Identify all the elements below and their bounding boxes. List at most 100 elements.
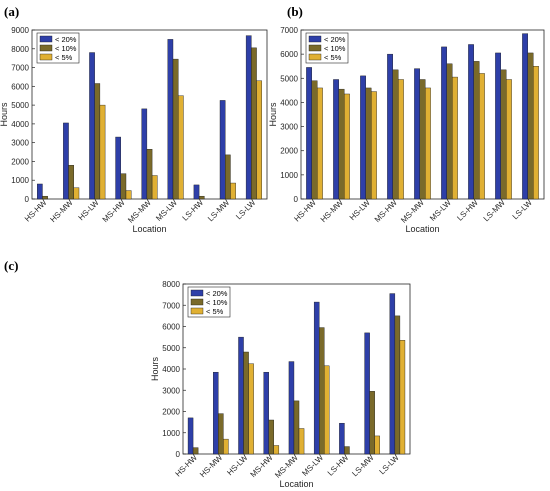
y-tick-label: 7000 [280,26,298,35]
bar-LS-LW-series3 [256,80,262,200]
bar-LS-HW-series3 [479,73,485,200]
bar-MS-HW-series1 [387,53,393,200]
legend-label: < 10% [206,298,228,307]
x-tick-label: MS-HW [373,198,399,224]
bar-HS-LW-series1 [89,52,95,200]
legend-swatch [39,53,53,61]
y-tick-label: 9000 [11,26,29,35]
panel-label: (a) [4,4,19,19]
bar-LS-MW-series3 [374,435,380,455]
bar-HS-MW-series1 [333,79,339,200]
x-tick-label: MS-MW [399,198,426,225]
y-tick-label: 2000 [11,157,29,166]
y-tick-label: 3000 [11,139,29,148]
bar-HS-LW-series1 [238,336,244,455]
bar-MS-LW-series1 [441,46,447,200]
bar-HS-LW-series3 [371,91,377,200]
x-tick-label: MS-HW [249,453,275,479]
legend-swatch [39,35,53,43]
x-tick-label: HS-LW [348,198,372,222]
x-tick-label: HS-MW [319,198,345,224]
bar-LS-LW-series2 [527,52,534,200]
bar-LS-MW-series1 [364,332,370,455]
y-tick-label: 0 [294,195,299,204]
bar-LS-MW-series1 [219,100,226,200]
bar-LS-LW-series3 [399,340,406,455]
bar-LS-MW-series3 [230,182,236,200]
x-tick-label: MS-HW [101,198,127,224]
chart-panel-3: (c)010002000300040005000600070008000HS-H… [4,258,411,489]
bar-MS-HW-series2 [392,69,399,200]
legend-label: < 20% [206,289,228,298]
bar-HS-HW-series1 [187,417,194,455]
x-tick-label: LS-LW [378,453,402,477]
bar-MS-LW-series1 [167,39,174,200]
x-axis-label: Location [132,224,166,234]
bar-MS-LW-series2 [319,327,325,455]
bar-LS-HW-series2 [344,446,350,455]
bar-HS-HW-series2 [192,447,199,455]
x-tick-label: HS-LW [225,453,249,477]
y-tick-label: 1000 [11,176,29,185]
legend-swatch [190,298,204,306]
x-tick-label: LS-MW [206,198,232,224]
bar-MS-MW-series1 [141,108,148,200]
bar-LS-MW-series2 [500,69,507,200]
x-tick-label: LS-HW [181,198,206,223]
x-tick-label: HS-MW [48,198,74,224]
y-tick-label: 1000 [280,171,298,180]
bar-MS-MW-series1 [288,361,295,455]
bar-MS-HW-series2 [120,173,127,200]
y-tick-label: 2000 [162,408,180,417]
y-tick-label: 3000 [162,386,180,395]
y-tick-label: 3000 [280,123,298,132]
y-tick-label: 0 [176,450,181,459]
bar-HS-MW-series3 [344,93,350,200]
bar-LS-LW-series1 [522,33,529,200]
bar-MS-MW-series1 [414,68,420,200]
legend-label: < 5% [324,53,342,62]
legend-label: < 20% [55,35,77,44]
bar-HS-MW-series3 [223,438,229,455]
legend-label: < 5% [206,307,224,316]
bar-HS-LW-series3 [99,104,106,200]
y-tick-label: 4000 [280,98,298,107]
y-tick-label: 5000 [162,344,180,353]
y-axis-label: Hours [150,357,160,382]
x-tick-label: LS-MW [350,453,376,479]
x-tick-label: LS-LW [234,198,258,222]
bar-MS-MW-series3 [298,428,305,455]
bar-MS-MW-series2 [419,79,426,200]
bar-LS-LW-series2 [394,315,401,455]
y-tick-label: 5000 [11,101,29,110]
y-axis-label: Hours [268,102,278,127]
bar-MS-MW-series2 [146,149,153,200]
x-tick-label: MS-LW [428,198,453,223]
chart-panel-1: (a) 0 1000 2000 3000 4000 5000 6000 7000 8000 9000… [0,4,268,234]
y-tick-label: 5000 [280,74,298,83]
bar-LS-LW-series3 [533,66,539,200]
legend-swatch [308,35,322,43]
y-tick-label: 8000 [11,45,29,54]
y-tick-label: 7000 [162,301,180,310]
x-axis-label: Location [405,224,439,234]
bar-LS-HW-series1 [468,44,474,200]
x-tick-label: MS-MW [273,453,300,480]
bar-MS-MW-series2 [293,400,300,455]
x-axis-label: Location [279,479,313,489]
y-tick-label: 2000 [280,147,298,156]
bar-HS-HW-series2 [311,80,318,200]
bar-MS-LW-series3 [324,365,330,455]
bar-HS-LW-series3 [248,363,254,455]
x-tick-label: HS-MW [198,453,224,479]
x-tick-label: HS-LW [77,198,101,222]
bar-LS-MW-series2 [225,154,231,200]
bar-MS-MW-series3 [151,175,158,200]
bar-HS-HW-series1 [37,183,43,200]
x-tick-label: LS-LW [511,198,535,222]
bar-MS-HW-series2 [268,419,274,455]
bar-MS-LW-series2 [446,63,453,200]
bar-MS-HW-series3 [398,79,404,200]
bar-LS-MW-series1 [495,52,501,200]
bar-HS-MW-series1 [213,371,219,455]
